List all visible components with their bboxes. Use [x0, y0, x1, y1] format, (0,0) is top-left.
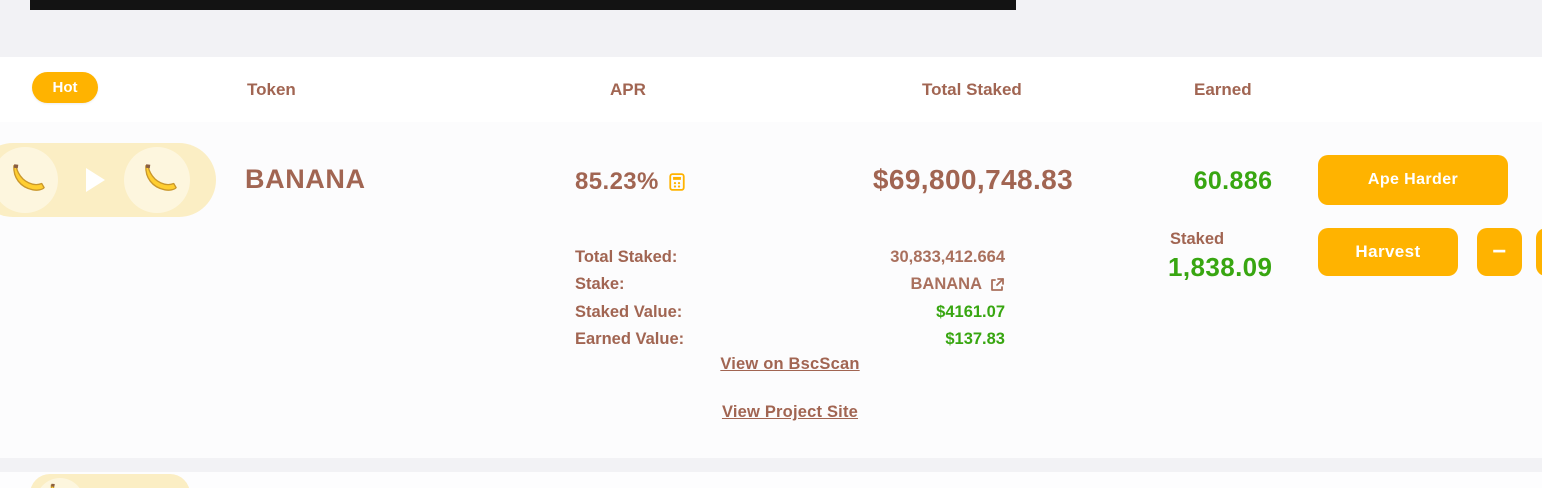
pool-table-header: Hot Token APR Total Staked Earned: [0, 57, 1542, 122]
unstake-minus-button[interactable]: −: [1477, 228, 1522, 276]
hot-filter-badge[interactable]: Hot: [32, 72, 98, 103]
staked-amount: 1,838.09: [1168, 252, 1273, 282]
top-dark-bar: [30, 0, 1016, 10]
detail-label-stake: Stake:: [575, 275, 625, 294]
detail-labels: Total Staked: Stake: Staked Value: Earne…: [575, 244, 684, 353]
next-pool-icon-group: [30, 474, 190, 488]
stake-plus-button[interactable]: +: [1536, 228, 1542, 276]
pool-icon-group: [0, 143, 216, 217]
column-header-total-staked: Total Staked: [922, 79, 1022, 99]
apr-value: 85.23%: [575, 168, 659, 195]
detail-value-staked-value: $4161.07: [936, 302, 1005, 321]
column-header-earned: Earned: [1194, 79, 1252, 99]
ape-harder-button[interactable]: Ape Harder: [1318, 155, 1508, 205]
detail-label-total-staked: Total Staked:: [575, 248, 678, 267]
detail-label-staked-value: Staked Value:: [575, 302, 683, 321]
play-icon: [86, 168, 105, 192]
detail-label-earned-value: Earned Value:: [575, 330, 685, 349]
total-staked-value: $69,800,748.83: [872, 164, 1074, 195]
column-header-token: Token: [247, 79, 296, 99]
stake-token-link[interactable]: BANANA: [911, 275, 1006, 294]
external-link-icon: [991, 278, 1004, 291]
stake-token-label: BANANA: [910, 275, 983, 294]
next-pool-row[interactable]: [0, 472, 1542, 488]
detail-value-earned-value: $137.83: [945, 330, 1005, 349]
view-on-bscscan-link[interactable]: View on BscScan: [720, 355, 860, 373]
column-header-apr: APR: [610, 79, 646, 99]
pool-row-banana[interactable]: BANANA 85.23% $69,800,748.83 60.886 Ape …: [0, 122, 1542, 458]
pool-token-name: BANANA: [245, 164, 366, 194]
harvest-button[interactable]: Harvest: [1318, 228, 1458, 276]
staked-label: Staked: [1170, 230, 1225, 248]
view-project-site-link[interactable]: View Project Site: [721, 403, 859, 421]
apr-cell: 85.23%: [575, 166, 686, 198]
banana-token-icon: [124, 147, 190, 213]
earned-value: 60.886: [1193, 167, 1273, 195]
detail-value-total-staked: 30,833,412.664: [890, 248, 1005, 267]
roi-calculator-icon[interactable]: [668, 173, 686, 191]
banana-token-icon: [36, 478, 84, 488]
detail-values: 30,833,412.664 BANANA $4161.07 $137.83: [690, 244, 1005, 353]
banana-token-icon: [0, 147, 58, 213]
